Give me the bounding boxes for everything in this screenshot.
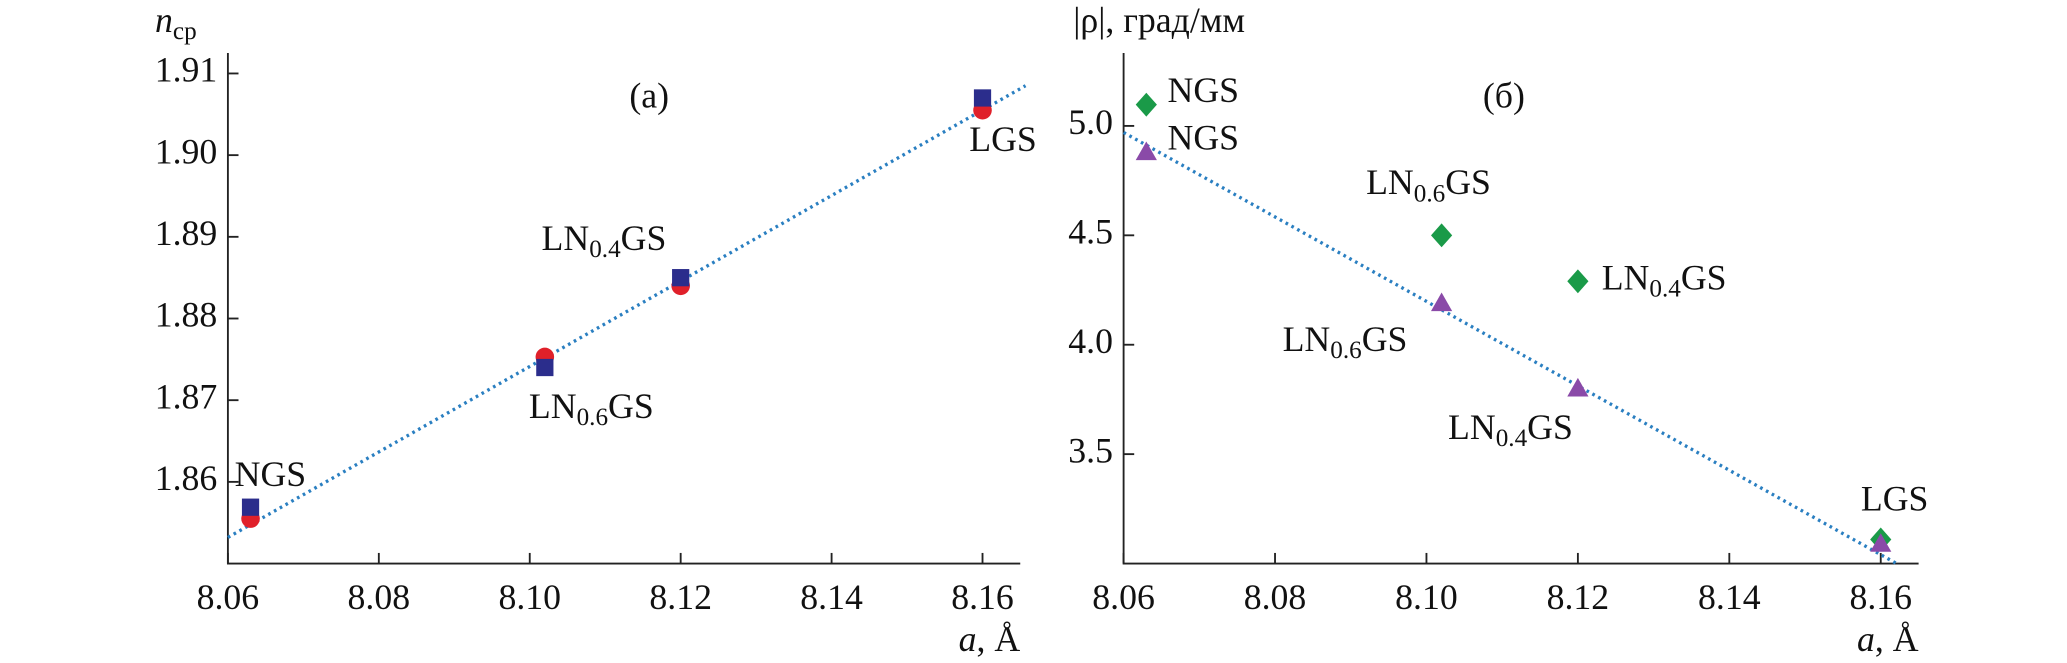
point-label: LN0.4GS	[1448, 407, 1573, 452]
panel-label: (а)	[629, 76, 669, 116]
point-label: LGS	[1861, 479, 1929, 519]
point	[672, 269, 690, 287]
y-tick-label: 1.89	[155, 213, 218, 253]
y-tick-label: 4.5	[1068, 212, 1113, 252]
fit-line	[227, 84, 1027, 539]
point-label: LN0.6GS	[1366, 162, 1491, 207]
y-tick-label: 1.86	[155, 458, 218, 498]
point	[1431, 292, 1453, 312]
point-label: LGS	[969, 119, 1037, 159]
x-tick-label: 8.12	[1547, 577, 1610, 617]
x-axis-label: a, Å	[959, 619, 1021, 659]
x-tick-label: 8.16	[1849, 577, 1912, 617]
y-tick-label: 3.5	[1068, 430, 1113, 470]
point-label: LN0.6GS	[1283, 319, 1408, 364]
fit-line	[1122, 131, 1898, 565]
x-tick-label: 8.06	[1092, 577, 1155, 617]
point	[1135, 141, 1157, 161]
x-tick-label: 8.10	[498, 577, 561, 617]
x-tick-label: 8.08	[1244, 577, 1307, 617]
x-tick-label: 8.14	[800, 577, 863, 617]
y-axis-label: nср	[155, 0, 197, 45]
y-tick-label: 5.0	[1068, 102, 1113, 142]
y-tick-label: 1.87	[155, 376, 218, 416]
y-tick-label: 4.0	[1068, 321, 1113, 361]
point	[1567, 377, 1589, 397]
x-tick-label: 8.12	[649, 577, 712, 617]
point	[536, 358, 554, 377]
y-tick-label: 1.90	[155, 131, 218, 171]
point-label: LN0.4GS	[542, 218, 667, 263]
y-axis-label: |ρ|, град/мм	[1073, 0, 1245, 40]
point	[1567, 269, 1589, 294]
x-tick-label: 8.06	[197, 577, 260, 617]
x-axis-label: a, Å	[1857, 619, 1919, 659]
point-label: NGS	[1168, 70, 1240, 110]
axes	[1122, 53, 1919, 565]
x-tick-label: 8.16	[951, 577, 1014, 617]
point-label: NGS	[1168, 118, 1240, 158]
y-tick-label: 1.91	[155, 50, 218, 90]
x-tick-label: 8.10	[1395, 577, 1458, 617]
y-tick-label: 1.88	[155, 295, 218, 335]
point	[973, 89, 992, 107]
x-tick-label: 8.14	[1698, 577, 1761, 617]
x-tick-label: 8.08	[348, 577, 411, 617]
axes	[226, 53, 1021, 565]
point	[1135, 92, 1157, 117]
point	[241, 498, 260, 516]
point-label: LN0.6GS	[529, 386, 654, 431]
point	[1870, 533, 1892, 552]
panel-label: (б)	[1483, 76, 1525, 116]
point-label: NGS	[235, 454, 307, 494]
point-label: LN0.4GS	[1602, 257, 1727, 302]
point	[1431, 223, 1453, 248]
